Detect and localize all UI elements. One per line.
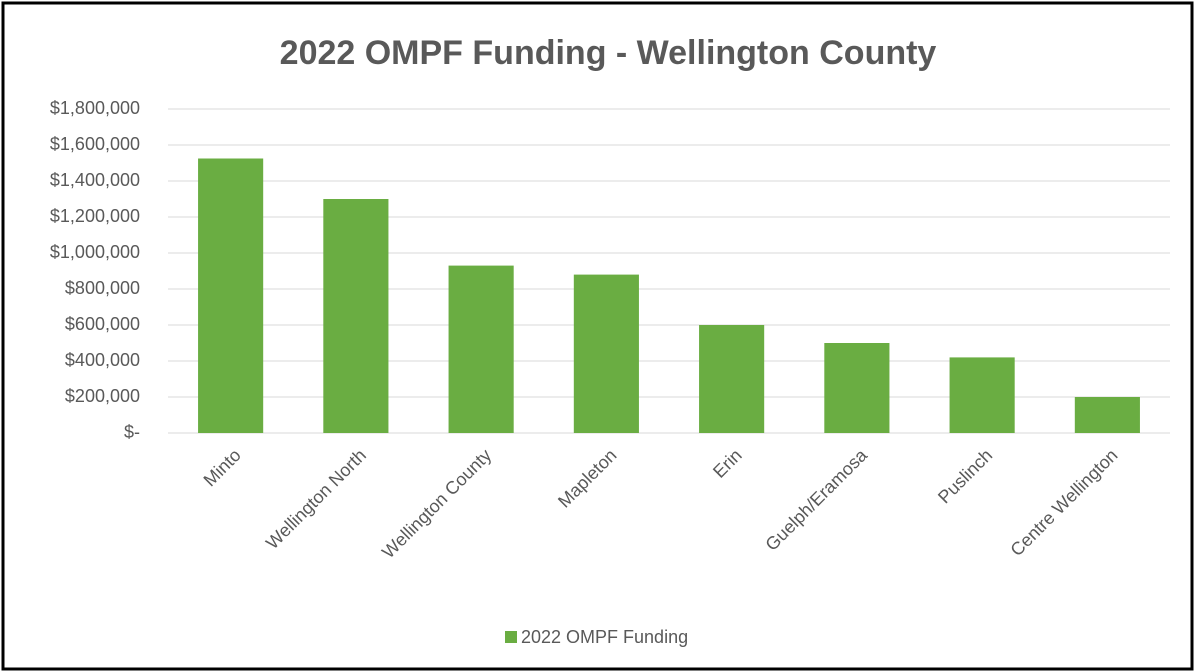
y-tick-label: $400,000: [65, 350, 140, 370]
bar: [1074, 397, 1140, 433]
y-tick-label: $800,000: [65, 278, 140, 298]
y-tick-label: $1,400,000: [50, 170, 140, 190]
bar: [824, 343, 890, 433]
y-tick-label: $200,000: [65, 386, 140, 406]
y-tick-label: $-: [124, 422, 140, 442]
bar: [448, 265, 514, 433]
y-tick-label: $600,000: [65, 314, 140, 334]
bar: [323, 199, 389, 433]
bar: [949, 357, 1015, 433]
y-tick-label: $1,800,000: [50, 98, 140, 118]
y-tick-label: $1,200,000: [50, 206, 140, 226]
legend-label: 2022 OMPF Funding: [521, 627, 688, 647]
bar: [198, 158, 264, 433]
legend-swatch: [505, 631, 517, 643]
y-tick-label: $1,600,000: [50, 134, 140, 154]
chart-title: 2022 OMPF Funding - Wellington County: [280, 34, 937, 72]
bar: [699, 325, 765, 433]
bar: [573, 274, 639, 433]
y-tick-label: $1,000,000: [50, 242, 140, 262]
